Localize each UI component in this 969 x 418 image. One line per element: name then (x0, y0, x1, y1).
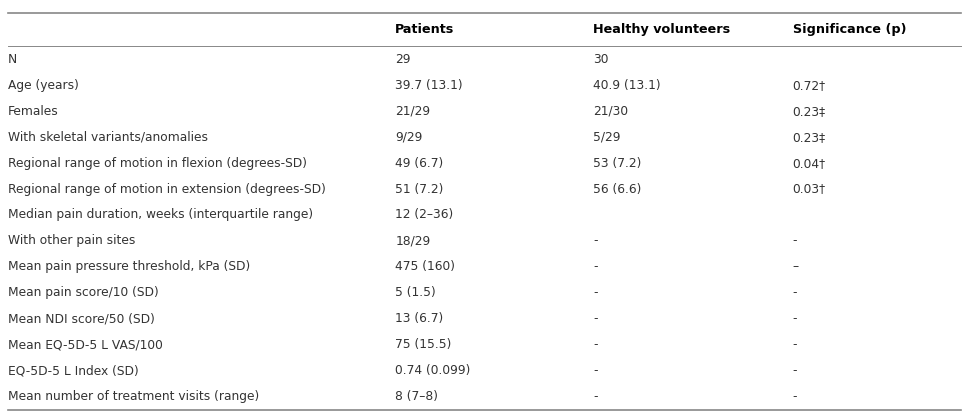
Text: -: - (593, 338, 598, 351)
Text: With other pain sites: With other pain sites (8, 234, 135, 247)
Text: Patients: Patients (395, 23, 454, 36)
Text: Regional range of motion in extension (degrees-SD): Regional range of motion in extension (d… (8, 183, 326, 196)
Text: 40.9 (13.1): 40.9 (13.1) (593, 79, 661, 92)
Text: 18/29: 18/29 (395, 234, 430, 247)
Text: 13 (6.7): 13 (6.7) (395, 312, 444, 325)
Text: N: N (8, 53, 17, 66)
Text: 29: 29 (395, 53, 411, 66)
Text: Mean pain pressure threshold, kPa (SD): Mean pain pressure threshold, kPa (SD) (8, 260, 250, 273)
Text: -: - (593, 286, 598, 299)
Text: Mean NDI score/50 (SD): Mean NDI score/50 (SD) (8, 312, 155, 325)
Text: -: - (793, 390, 797, 403)
Text: Healthy volunteers: Healthy volunteers (593, 23, 731, 36)
Text: 21/30: 21/30 (593, 104, 628, 117)
Text: -: - (793, 338, 797, 351)
Text: 475 (160): 475 (160) (395, 260, 455, 273)
Text: Females: Females (8, 104, 58, 117)
Text: 39.7 (13.1): 39.7 (13.1) (395, 79, 463, 92)
Text: 5/29: 5/29 (593, 130, 620, 144)
Text: -: - (593, 234, 598, 247)
Text: -: - (593, 312, 598, 325)
Text: 0.23‡: 0.23‡ (793, 130, 826, 144)
Text: Mean number of treatment visits (range): Mean number of treatment visits (range) (8, 390, 259, 403)
Text: With skeletal variants/anomalies: With skeletal variants/anomalies (8, 130, 207, 144)
Text: 56 (6.6): 56 (6.6) (593, 183, 641, 196)
Text: EQ-5D-5 L Index (SD): EQ-5D-5 L Index (SD) (8, 364, 139, 377)
Text: Median pain duration, weeks (interquartile range): Median pain duration, weeks (interquarti… (8, 209, 313, 222)
Text: 53 (7.2): 53 (7.2) (593, 157, 641, 170)
Text: Mean pain score/10 (SD): Mean pain score/10 (SD) (8, 286, 159, 299)
Text: 0.03†: 0.03† (793, 183, 826, 196)
Text: -: - (793, 312, 797, 325)
Text: -: - (593, 260, 598, 273)
Text: 51 (7.2): 51 (7.2) (395, 183, 444, 196)
Text: Mean EQ-5D-5 L VAS/100: Mean EQ-5D-5 L VAS/100 (8, 338, 163, 351)
Text: -: - (593, 364, 598, 377)
Text: Significance (p): Significance (p) (793, 23, 906, 36)
Text: 0.04†: 0.04† (793, 157, 826, 170)
Text: 0.74 (0.099): 0.74 (0.099) (395, 364, 471, 377)
Text: 21/29: 21/29 (395, 104, 430, 117)
Text: 5 (1.5): 5 (1.5) (395, 286, 436, 299)
Text: 12 (2–36): 12 (2–36) (395, 209, 453, 222)
Text: Regional range of motion in flexion (degrees-SD): Regional range of motion in flexion (deg… (8, 157, 307, 170)
Text: 0.72†: 0.72† (793, 79, 826, 92)
Text: 8 (7–8): 8 (7–8) (395, 390, 438, 403)
Text: -: - (793, 364, 797, 377)
Text: -: - (593, 390, 598, 403)
Text: -: - (793, 286, 797, 299)
Text: 49 (6.7): 49 (6.7) (395, 157, 444, 170)
Text: 9/29: 9/29 (395, 130, 422, 144)
Text: 75 (15.5): 75 (15.5) (395, 338, 452, 351)
Text: Age (years): Age (years) (8, 79, 78, 92)
Text: 0.23‡: 0.23‡ (793, 104, 826, 117)
Text: -: - (793, 234, 797, 247)
Text: –: – (793, 260, 798, 273)
Text: 30: 30 (593, 53, 609, 66)
